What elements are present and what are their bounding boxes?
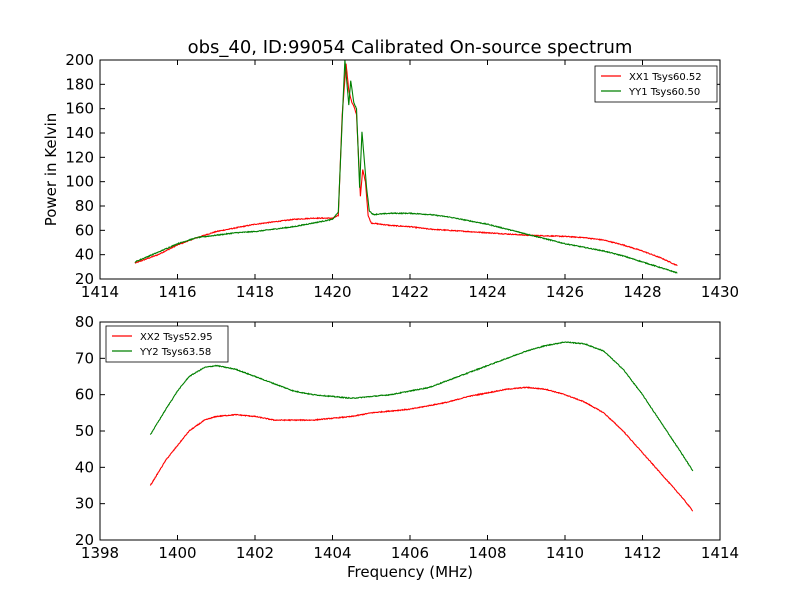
series-line-yy1 xyxy=(134,60,678,274)
y-tick-label: 20 xyxy=(75,270,94,288)
y-tick-label: 20 xyxy=(75,531,94,549)
y-tick-label: 80 xyxy=(75,197,94,215)
y-tick-label: 60 xyxy=(75,221,94,239)
x-tick-label: 1414 xyxy=(81,283,119,301)
series-line-yy2 xyxy=(149,341,694,472)
legend-box xyxy=(594,65,718,103)
y-axis-label: Power in Kelvin xyxy=(42,113,60,227)
y-tick-label: 80 xyxy=(75,313,94,331)
x-tick-label: 1424 xyxy=(468,283,506,301)
y-tick-label: 120 xyxy=(65,148,94,166)
legend: XX1 Tsys60.52 YY1 Tsys60.50 xyxy=(594,65,718,103)
y-tick-label: 50 xyxy=(75,422,94,440)
legend-entry: YY1 Tsys60.50 xyxy=(628,87,700,98)
y-tick-label: 30 xyxy=(75,495,94,513)
y-tick-label: 140 xyxy=(65,124,94,142)
y-tick-label: 200 xyxy=(65,51,94,69)
y-tick-label: 160 xyxy=(65,100,94,118)
x-tick-label: 1420 xyxy=(313,283,351,301)
x-axis-label: Frequency (MHz) xyxy=(347,563,473,581)
x-tick-label: 1430 xyxy=(701,283,739,301)
chart-2: 1398 1400 1402 1404 1406 1408 1410 1412 1414 20 30… xyxy=(75,313,739,581)
x-tick-label: 1418 xyxy=(236,283,274,301)
x-tick-label: 1428 xyxy=(623,283,661,301)
x-tick-label: 1400 xyxy=(158,544,196,562)
x-tick-label: 1412 xyxy=(623,544,661,562)
x-tick-label: 1414 xyxy=(701,544,739,562)
series-line-xx2 xyxy=(149,386,694,512)
y-tick-label: 70 xyxy=(75,349,94,367)
x-tick-label: 1410 xyxy=(546,544,584,562)
legend-entry: XX2 Tsys52.95 xyxy=(140,332,213,343)
x-tick-label: 1398 xyxy=(81,544,119,562)
x-tick-label: 1408 xyxy=(468,544,506,562)
y-tick-label: 180 xyxy=(65,75,94,93)
chart-1: 1414 1416 1418 1420 1422 1424 1426 1428 1430 20 40… xyxy=(42,51,739,301)
x-tick-label: 1406 xyxy=(391,544,429,562)
legend-entry: YY2 Tsys63.58 xyxy=(139,347,211,358)
y-tick-label: 40 xyxy=(75,458,94,476)
y-tick-label: 60 xyxy=(75,386,94,404)
x-tick-label: 1426 xyxy=(546,283,584,301)
series-line-xx1 xyxy=(134,63,678,267)
legend-box xyxy=(105,325,229,363)
legend: XX2 Tsys52.95 YY2 Tsys63.58 xyxy=(105,325,229,363)
plots: 1414 1416 1418 1420 1422 1424 1426 1428 1430 20 40… xyxy=(42,51,739,581)
legend-entry: XX1 Tsys60.52 xyxy=(629,72,702,83)
y-tick-label: 100 xyxy=(65,173,94,191)
x-tick-label: 1402 xyxy=(236,544,274,562)
chart-title: obs_40, ID:99054 Calibrated On-source sp… xyxy=(188,37,633,58)
y-tick-label: 40 xyxy=(75,246,94,264)
x-tick-label: 1422 xyxy=(391,283,429,301)
x-tick-label: 1404 xyxy=(313,544,351,562)
x-tick-label: 1416 xyxy=(158,283,196,301)
